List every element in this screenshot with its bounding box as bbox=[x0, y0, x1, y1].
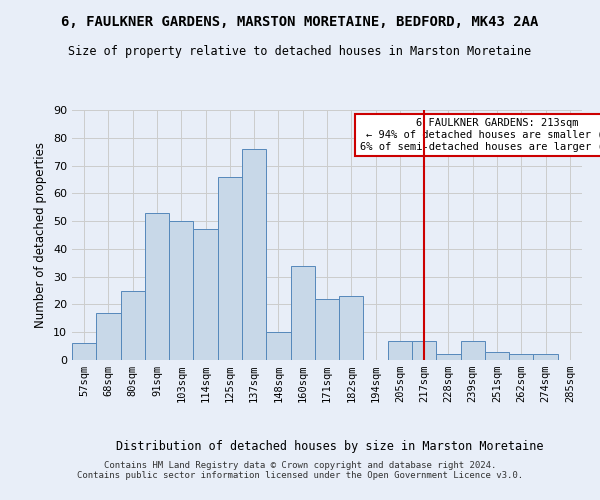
Bar bbox=[193, 230, 218, 360]
Bar bbox=[242, 149, 266, 360]
Bar bbox=[266, 332, 290, 360]
Text: 6 FAULKNER GARDENS: 213sqm
← 94% of detached houses are smaller (429)
6% of semi: 6 FAULKNER GARDENS: 213sqm ← 94% of deta… bbox=[359, 118, 600, 152]
Text: 6, FAULKNER GARDENS, MARSTON MORETAINE, BEDFORD, MK43 2AA: 6, FAULKNER GARDENS, MARSTON MORETAINE, … bbox=[61, 15, 539, 29]
Bar bbox=[509, 354, 533, 360]
Bar bbox=[145, 213, 169, 360]
Bar bbox=[412, 340, 436, 360]
Bar bbox=[533, 354, 558, 360]
Bar bbox=[388, 340, 412, 360]
Text: Contains HM Land Registry data © Crown copyright and database right 2024.
Contai: Contains HM Land Registry data © Crown c… bbox=[77, 460, 523, 480]
Bar bbox=[315, 299, 339, 360]
Bar bbox=[339, 296, 364, 360]
Bar bbox=[72, 344, 96, 360]
Bar bbox=[218, 176, 242, 360]
Text: Size of property relative to detached houses in Marston Moretaine: Size of property relative to detached ho… bbox=[68, 45, 532, 58]
Y-axis label: Number of detached properties: Number of detached properties bbox=[34, 142, 47, 328]
Bar bbox=[461, 340, 485, 360]
Bar bbox=[169, 221, 193, 360]
Text: Distribution of detached houses by size in Marston Moretaine: Distribution of detached houses by size … bbox=[116, 440, 544, 453]
Bar bbox=[485, 352, 509, 360]
Bar bbox=[96, 313, 121, 360]
Bar bbox=[121, 290, 145, 360]
Bar bbox=[436, 354, 461, 360]
Bar bbox=[290, 266, 315, 360]
